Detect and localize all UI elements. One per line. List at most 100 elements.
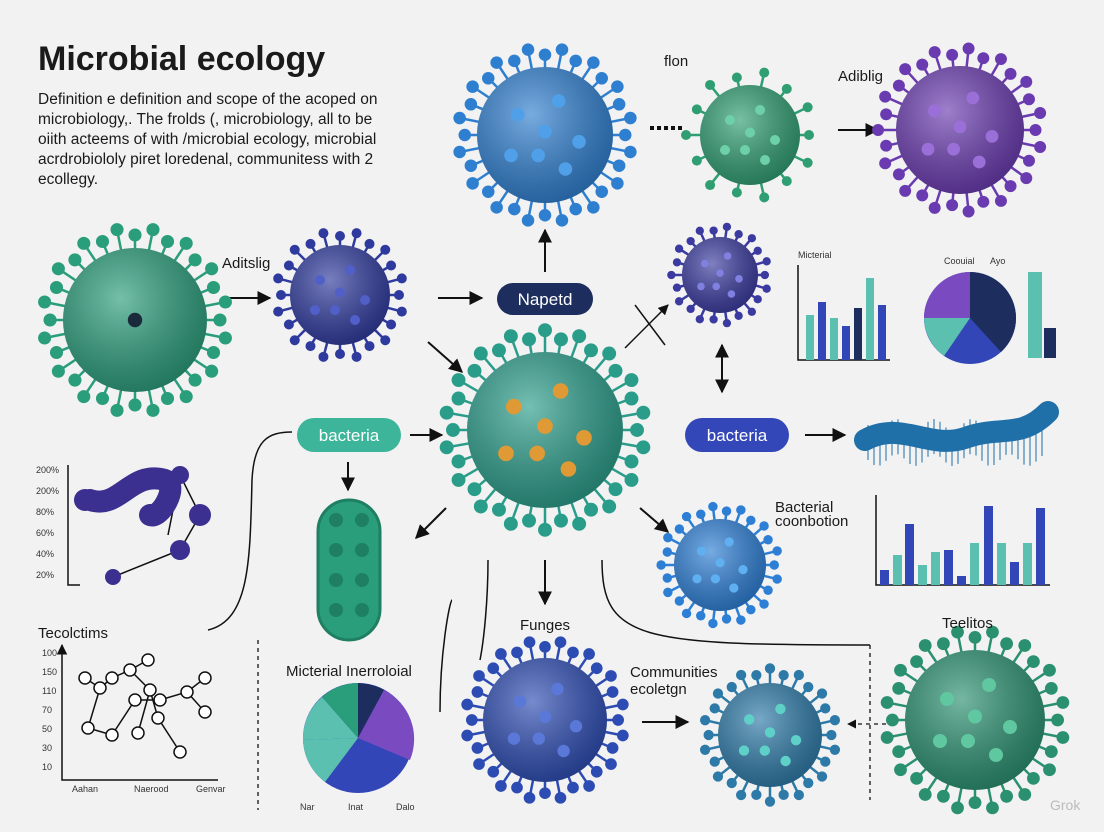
spike-tip	[179, 390, 193, 404]
spike-tip	[951, 801, 964, 815]
spike-tip	[872, 124, 885, 136]
spike-tip	[464, 98, 478, 111]
microbe-dot	[558, 162, 573, 176]
spike-tip	[1056, 731, 1070, 744]
spike-tip	[802, 102, 813, 113]
label: Ayo	[990, 256, 1005, 266]
microbe-dot	[576, 430, 592, 446]
spike-tip	[946, 48, 959, 61]
pie-slice	[322, 683, 358, 738]
cross	[624, 304, 669, 349]
spike-tip	[508, 54, 521, 68]
network-chart	[56, 643, 218, 781]
spike-tip	[826, 729, 837, 741]
spike-tip	[916, 58, 929, 71]
spike-tip	[602, 499, 617, 514]
spike-tip	[364, 341, 375, 352]
tick-label: 10	[42, 762, 52, 772]
spike-tip	[490, 56, 503, 69]
spike-tip	[753, 246, 762, 255]
spike-tip	[778, 789, 789, 800]
spike-tip	[602, 346, 617, 361]
spike-tip	[918, 639, 932, 652]
microbe-dot	[947, 142, 960, 156]
bar-shape	[878, 305, 886, 360]
spike-tip	[554, 791, 567, 804]
pie-slice	[358, 690, 415, 760]
spike-tip	[503, 329, 518, 344]
spike-tip	[522, 332, 536, 347]
spike-tip	[803, 681, 814, 693]
microbe-dot	[697, 546, 707, 556]
bacillus-dot	[329, 573, 343, 587]
spike-tip	[351, 228, 362, 239]
spike-tip	[681, 608, 692, 619]
spike-tip	[539, 641, 551, 653]
spike-tip	[380, 244, 391, 255]
spike-tip	[160, 234, 175, 249]
microbe-dot	[723, 252, 732, 260]
spike-tip	[1023, 93, 1035, 106]
microbe-dot	[692, 574, 702, 584]
microbe-dot	[727, 290, 736, 298]
microbe-dot	[345, 265, 355, 275]
spike-tip	[482, 72, 495, 85]
microbe-dot	[764, 727, 776, 738]
tick-label: 80%	[36, 507, 54, 517]
bacillus-dot	[329, 513, 343, 527]
microbe-dot	[745, 127, 755, 138]
spike-tip	[1004, 67, 1017, 80]
microbe-dot	[529, 445, 545, 462]
spike-tip	[584, 343, 598, 358]
spike-tip	[554, 513, 568, 528]
pill	[497, 283, 593, 315]
curve	[601, 559, 871, 646]
spike-tip	[759, 599, 769, 609]
spike-tip	[691, 104, 702, 115]
spike-tip	[473, 670, 485, 682]
spike-tip	[769, 560, 780, 570]
bar-shape	[1010, 562, 1019, 585]
microbe	[38, 223, 232, 417]
spike-tip	[503, 516, 518, 531]
spike-tip	[590, 765, 603, 778]
spike-tip	[495, 648, 507, 660]
microbe-dot	[569, 720, 583, 733]
spike-tip	[1043, 663, 1056, 677]
spike-tip	[606, 686, 619, 698]
spike-tip	[364, 238, 375, 249]
spike-tip	[538, 208, 552, 222]
microbe-dot	[921, 142, 935, 156]
tick-label: 110	[42, 686, 56, 696]
spike-tip	[606, 742, 619, 754]
spike-tip	[461, 729, 474, 742]
spike-tip	[1004, 180, 1017, 193]
spike-tip	[735, 669, 747, 681]
microbe-dot	[350, 315, 360, 325]
spike-tip	[712, 771, 724, 782]
spike-tip	[451, 454, 466, 469]
spike-tip	[731, 187, 742, 198]
microbe-dot	[514, 695, 527, 708]
spike-tip	[587, 201, 600, 214]
bar-shape	[984, 506, 993, 585]
microbe-dot	[335, 287, 345, 298]
spike-tip	[583, 648, 595, 660]
spike-tip	[916, 189, 929, 202]
pie-slice	[924, 318, 970, 356]
microbe-dot	[724, 537, 734, 547]
spike-tip	[335, 231, 345, 241]
microbe-dot	[735, 275, 743, 283]
microbe-dot	[716, 269, 724, 277]
tick-labels: Nar Inat Dalo	[300, 802, 415, 812]
microbe-dot	[538, 710, 552, 724]
spike-tip	[936, 637, 950, 651]
bar-shape	[997, 543, 1006, 585]
tick-label: 200%	[36, 465, 59, 475]
spike-tip	[968, 796, 982, 809]
spike-tip	[612, 714, 624, 726]
microbe	[273, 228, 407, 362]
spike-tip	[394, 290, 404, 300]
spike-tip	[892, 681, 906, 695]
spike-tip	[595, 185, 608, 198]
